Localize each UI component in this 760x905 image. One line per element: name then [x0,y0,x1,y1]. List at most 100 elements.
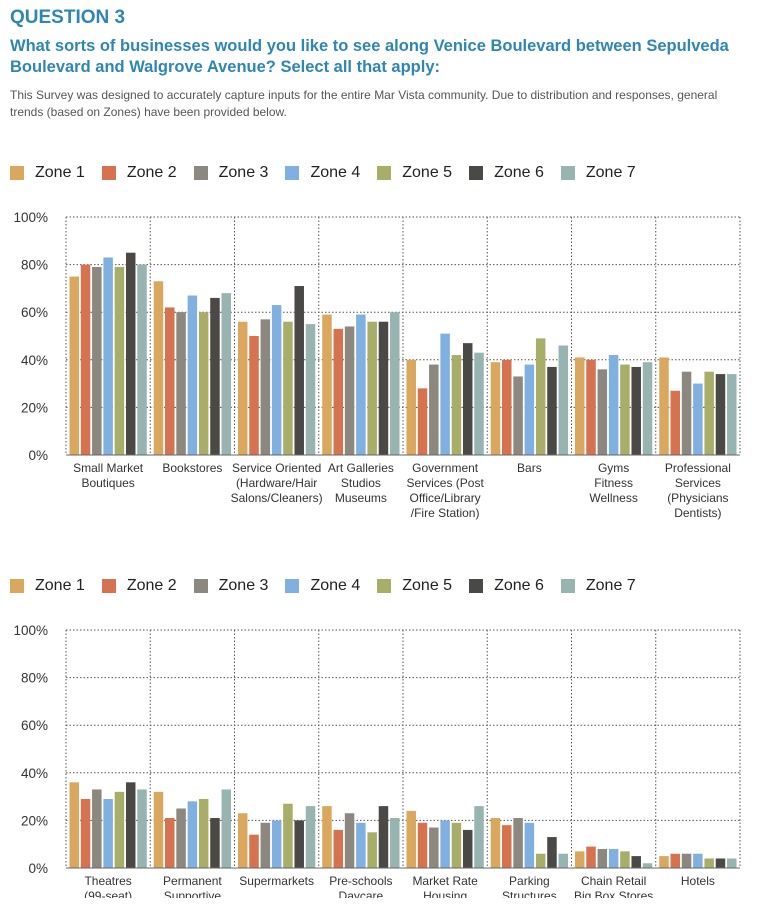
chart-2-bar [198,798,209,868]
chart-2-legend-item: Zone 7 [560,577,636,595]
chart-2-bar [165,818,175,868]
chart-2-bar [631,856,641,868]
chart-1-legend-label: Zone 3 [218,164,269,181]
chart-2-bar [271,820,282,868]
chart-2-bar [681,853,692,868]
chart-1-bar [271,305,282,455]
chart-2-bar [92,789,102,868]
chart-1-category-label: Bars [517,461,542,475]
chart-1-bar [440,333,450,455]
chart-1-bar [176,312,186,455]
chart-1-legend-item: Zone 1 [10,164,85,182]
chart-2-legend-item: Zone 2 [101,577,177,595]
chart-2-bar [440,820,450,868]
chart-2-bar [283,803,293,868]
chart-1-bar [378,321,389,455]
question-number: QUESTION 3 [10,7,126,28]
chart-2-legend-label: Zone 4 [310,577,361,594]
chart-1-bar [474,352,484,455]
chart-1-bar [249,336,259,455]
chart-2-bar [474,806,484,868]
chart-2-bar [659,856,669,868]
chart-2-bar [390,818,400,868]
chart-1-bar [659,357,669,455]
chart-1-bar [305,324,316,455]
chart-1-bar [681,371,692,455]
chart-2-bar [176,808,186,868]
chart-1-legend-item: Zone 4 [285,164,360,182]
chart-2-category-label: Market Rate Housing [412,874,478,898]
chart-1-y-tick-label: 40% [21,353,48,368]
chart-2-bar [221,789,232,868]
chart-1-bar [260,319,271,455]
chart-1-bar [462,343,473,455]
chart-2-legend-item: Zone 1 [10,577,85,595]
chart-1-bar [597,369,608,455]
chart-1-bar [558,345,569,455]
chart-2-bar [451,822,462,868]
chart-1-bar [356,314,366,455]
chart-2-legend-label: Zone 3 [218,577,269,594]
chart-1-category-label: Service Oriented (Hardware/Hair Salons/Cle… [231,461,323,505]
chart-1-bar [80,264,91,455]
chart-2-legend-label: Zone 2 [126,577,177,594]
chart-2-bar [586,846,596,868]
chart-2-bar [547,837,557,868]
chart-1-legend-label: Zone 4 [310,164,361,181]
chart-1-bar [715,374,726,455]
chart-2-bar [249,834,259,868]
chart-1-bar [513,376,523,455]
chart-2-y-tick-label: 100% [13,623,48,638]
chart-1-legend-swatch [469,166,484,180]
chart-1-bar [620,364,630,455]
chart-1-legend-item: Zone 6 [469,164,544,182]
chart-2-legend-swatch [377,579,392,593]
chart-1-legend-item: Zone 3 [193,164,269,182]
chart-2-category-label: Parking Structures [502,874,557,898]
chart-2-bar [727,858,737,868]
chart-1-legend-label: Zone 7 [585,164,636,181]
chart-2-bar [513,818,523,868]
chart-1-legend-swatch [377,166,392,180]
chart-1-bar [153,281,164,455]
chart-1-bar [693,383,703,455]
chart-1-legend-swatch [101,166,116,180]
chart-2-bar [187,801,198,868]
chart-2-legend-swatch [560,579,575,593]
chart-1-bar [103,257,113,455]
chart-1-category-label: Bookstores [162,461,222,475]
chart-2-y-tick-label: 40% [21,766,48,781]
chart-1-bar [92,266,102,455]
chart-2-bar [642,863,653,868]
chart-1-bar [642,362,653,455]
chart-2-legend: Zone 1 Zone 2 Zone 3 Zone 4 Zone 5 Zone 6 Zone… [10,577,653,595]
chart-1-legend-swatch [10,166,24,180]
chart-1-bar [502,359,512,455]
chart-1-bar [390,312,400,455]
chart-1-legend-label: Zone 1 [35,164,85,181]
chart-2-bar [322,806,332,868]
chart-1-legend-label: Zone 6 [494,164,544,181]
chart-1-bar [406,359,416,455]
chart-1-bar [367,321,377,455]
chart-2-bar [693,853,703,868]
chart-2-bar [305,806,316,868]
chart-2-bar [490,818,501,868]
chart-2-y-tick-label: 20% [21,813,48,828]
chart-1-bar [608,355,619,455]
chart-2-legend-swatch [469,579,484,593]
chart-1-bar [429,364,439,455]
chart-1-bar [125,252,136,455]
chart-1-bar [344,326,355,455]
chart-1-bar [417,388,428,455]
chart-1-legend-item: Zone 5 [377,164,452,182]
survey-note: This Survey was designed to accurately c… [10,88,718,119]
chart-1-bar [187,295,198,455]
chart-2-bar [80,798,91,868]
chart-1-category-label: Government Services (Post Office/Library/F… [406,461,484,520]
chart-2-bar [333,829,344,868]
chart-1-legend-label: Zone 5 [402,164,453,181]
chart-2-bar [137,789,147,868]
chart-1-y-tick-label: 60% [21,305,48,320]
chart-1-y-tick-label: 80% [21,258,48,273]
